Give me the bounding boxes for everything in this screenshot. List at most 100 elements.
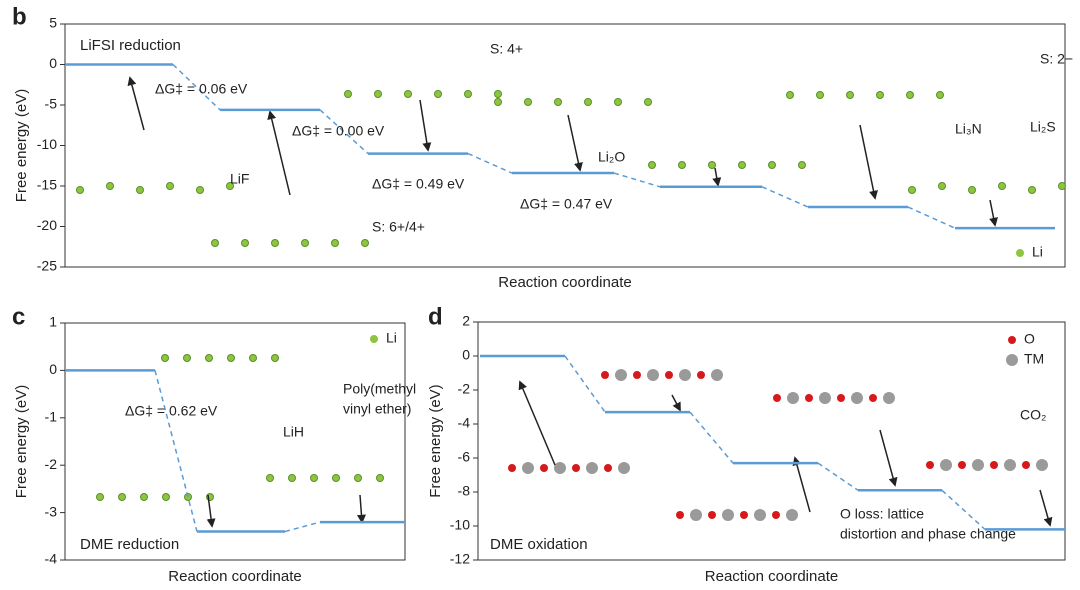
annotation: S: 2−	[1040, 51, 1073, 67]
y-tick-label: -20	[37, 217, 57, 233]
atom	[786, 509, 798, 521]
atom	[958, 461, 966, 469]
atom	[241, 239, 249, 247]
y-tick-label: 2	[462, 313, 470, 329]
arrow	[567, 114, 583, 172]
arrow	[127, 76, 145, 131]
arrow	[792, 456, 811, 513]
atom	[614, 98, 622, 106]
atom	[906, 91, 914, 99]
atom	[301, 239, 309, 247]
legend-marker	[1008, 336, 1016, 344]
atom	[508, 464, 516, 472]
legend-marker	[1006, 354, 1018, 366]
y-tick-label: 0	[462, 347, 470, 363]
atom	[227, 354, 235, 362]
atom	[837, 394, 845, 402]
annotation: distortion and phase change	[840, 526, 1016, 542]
atom	[106, 182, 114, 190]
atom	[166, 182, 174, 190]
atom	[805, 394, 813, 402]
panel-title: DME oxidation	[490, 536, 588, 553]
atom	[344, 90, 352, 98]
arrow	[267, 110, 291, 196]
connector	[613, 172, 661, 188]
arrow	[419, 99, 432, 152]
y-tick-label: -25	[37, 258, 57, 274]
annotation: CO₂	[1020, 407, 1046, 423]
atom	[869, 394, 877, 402]
connector	[467, 152, 513, 174]
y-tick-label: -4	[45, 551, 58, 567]
annotation: Poly(methyl	[343, 381, 416, 397]
connector	[172, 63, 221, 111]
annotation: S: 6+/4+	[372, 219, 425, 235]
atom	[968, 186, 976, 194]
annotation: O loss: lattice	[840, 506, 924, 522]
atom	[464, 90, 472, 98]
atom	[118, 493, 126, 501]
barrier-label: ΔG‡ = 0.47 eV	[520, 196, 613, 212]
atom	[140, 493, 148, 501]
barrier-label: ΔG‡ = 0.06 eV	[155, 81, 248, 97]
atom	[96, 493, 104, 501]
atom	[740, 511, 748, 519]
arrow	[206, 494, 216, 528]
arrow	[879, 429, 898, 487]
atom	[196, 186, 204, 194]
atom	[708, 161, 716, 169]
atom	[936, 91, 944, 99]
legend-label: Li	[1032, 244, 1043, 260]
annotation: Li₂S	[1030, 119, 1056, 135]
atom	[271, 239, 279, 247]
atom	[1058, 182, 1066, 190]
y-tick-label: 0	[49, 55, 57, 71]
y-tick-label: 5	[49, 15, 57, 31]
connector	[941, 489, 986, 530]
atom	[376, 474, 384, 482]
atom	[161, 354, 169, 362]
atom	[998, 182, 1006, 190]
atom	[644, 98, 652, 106]
connector	[907, 206, 956, 229]
atom	[647, 369, 659, 381]
annotation: LiF	[230, 171, 249, 187]
atom	[540, 464, 548, 472]
annotation: Li₃N	[955, 121, 982, 137]
y-tick-label: -12	[450, 551, 470, 567]
atom	[648, 161, 656, 169]
atom	[926, 461, 934, 469]
arrow	[859, 124, 878, 200]
panel-label: d	[428, 303, 443, 330]
atom	[876, 91, 884, 99]
y-tick-label: -4	[458, 415, 471, 431]
atom	[586, 462, 598, 474]
atom	[1022, 461, 1030, 469]
panel-label: c	[12, 303, 25, 330]
legend-label: O	[1024, 331, 1035, 347]
arrow	[356, 494, 366, 524]
atom	[851, 392, 863, 404]
atom	[787, 392, 799, 404]
atom	[601, 371, 609, 379]
atom	[211, 239, 219, 247]
atom	[494, 98, 502, 106]
atom	[679, 369, 691, 381]
connector	[689, 411, 734, 464]
plot-frame	[477, 321, 1066, 561]
atom	[1036, 459, 1048, 471]
legend-marker	[370, 335, 378, 343]
atom	[524, 98, 532, 106]
atom	[271, 354, 279, 362]
y-tick-label: -8	[458, 483, 471, 499]
arrow	[989, 199, 999, 227]
atom	[331, 239, 339, 247]
atom	[374, 90, 382, 98]
atom	[938, 182, 946, 190]
y-tick-label: -3	[45, 503, 58, 519]
atom	[665, 371, 673, 379]
atom	[772, 511, 780, 519]
atom	[798, 161, 806, 169]
atom	[773, 394, 781, 402]
